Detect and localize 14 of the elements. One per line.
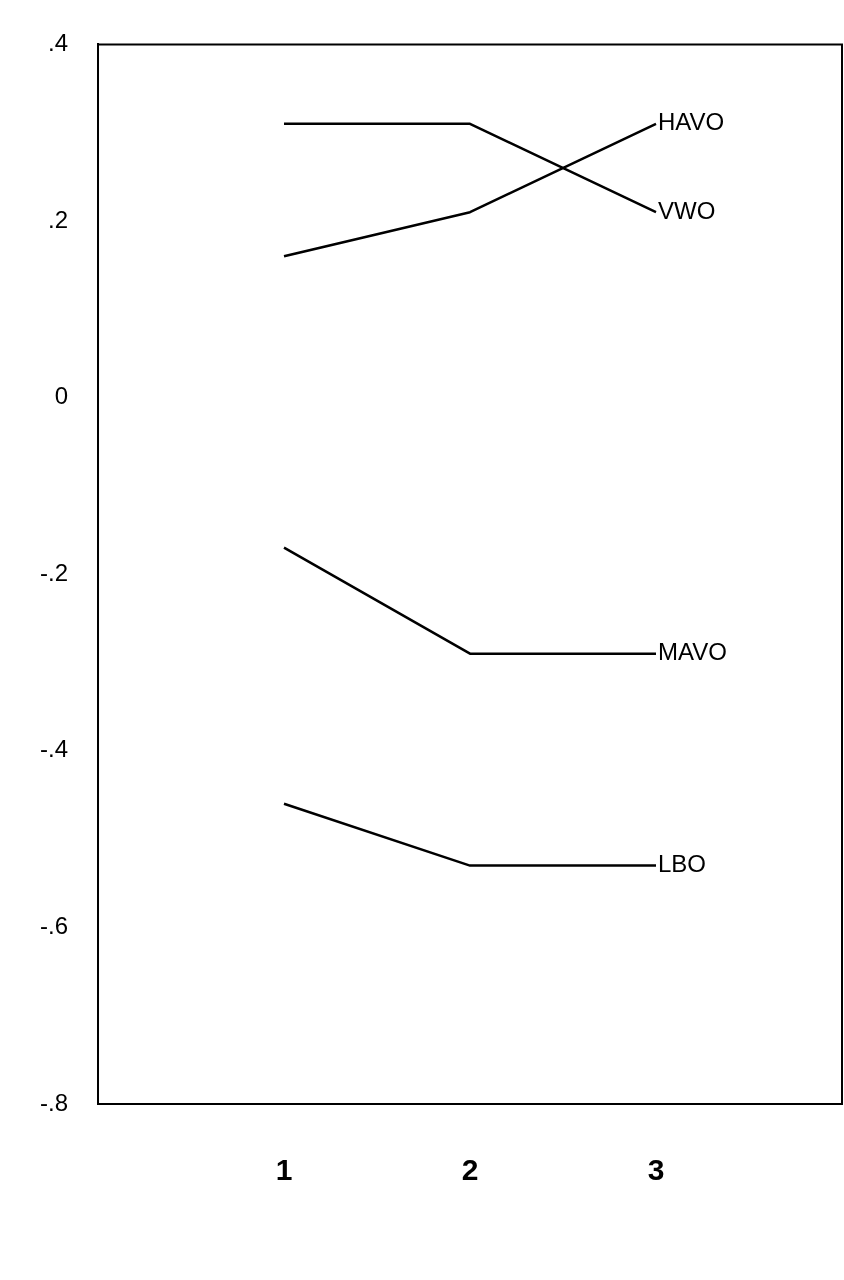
x-tick-label: 1 (275, 1153, 293, 1187)
y-tick-label: -.6 (39, 912, 69, 940)
y-tick-label: -.2 (39, 558, 69, 586)
y-tick-label: 0 (54, 382, 69, 410)
x-tick-label: 3 (647, 1153, 665, 1187)
y-tick-label: -.8 (39, 1088, 69, 1116)
series-label: LBO (658, 850, 707, 878)
y-tick-label: .4 (47, 29, 69, 57)
y-tick-label: -.4 (39, 735, 69, 763)
x-tick-label: 2 (461, 1153, 479, 1187)
series-label: VWO (658, 196, 716, 224)
series-label: MAVO (658, 638, 727, 666)
y-tick-label: .2 (47, 205, 69, 233)
series-label: HAVO (658, 108, 725, 136)
